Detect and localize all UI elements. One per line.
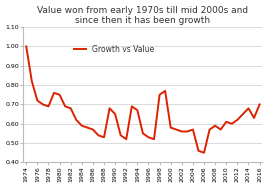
Growth vs Value [25, 45, 28, 48]
Growth vs Value [236, 119, 239, 121]
Growth vs Value [202, 152, 206, 154]
Growth vs Value [180, 130, 183, 133]
Growth vs Value [163, 90, 167, 92]
Line: Growth vs Value: Growth vs Value [26, 46, 260, 153]
Growth vs Value [214, 125, 217, 127]
Growth vs Value [114, 113, 117, 115]
Legend: Growth vs Value: Growth vs Value [71, 42, 157, 57]
Growth vs Value [258, 103, 261, 105]
Growth vs Value [241, 113, 244, 115]
Growth vs Value [158, 94, 161, 96]
Growth vs Value [252, 117, 256, 119]
Growth vs Value [108, 107, 111, 109]
Growth vs Value [219, 128, 222, 131]
Growth vs Value [86, 127, 89, 129]
Growth vs Value [47, 105, 50, 108]
Growth vs Value [91, 128, 95, 131]
Growth vs Value [36, 99, 39, 102]
Growth vs Value [119, 134, 122, 136]
Growth vs Value [230, 123, 233, 125]
Growth vs Value [41, 103, 44, 105]
Growth vs Value [53, 92, 56, 94]
Growth vs Value [58, 94, 61, 96]
Title: Value won from early 1970s till mid 2000s and
since then it has been growth: Value won from early 1970s till mid 2000… [37, 6, 248, 25]
Growth vs Value [69, 107, 72, 109]
Growth vs Value [175, 128, 178, 131]
Growth vs Value [130, 105, 133, 108]
Growth vs Value [191, 128, 195, 131]
Growth vs Value [30, 80, 34, 82]
Growth vs Value [125, 138, 128, 140]
Growth vs Value [102, 136, 106, 138]
Growth vs Value [197, 150, 200, 152]
Growth vs Value [225, 121, 228, 123]
Growth vs Value [186, 130, 189, 133]
Growth vs Value [141, 132, 144, 135]
Growth vs Value [75, 119, 78, 121]
Growth vs Value [169, 127, 172, 129]
Growth vs Value [147, 136, 150, 138]
Growth vs Value [80, 125, 83, 127]
Growth vs Value [208, 128, 211, 131]
Growth vs Value [136, 109, 139, 111]
Growth vs Value [152, 138, 156, 140]
Growth vs Value [64, 105, 67, 108]
Growth vs Value [247, 107, 250, 109]
Growth vs Value [97, 134, 100, 136]
